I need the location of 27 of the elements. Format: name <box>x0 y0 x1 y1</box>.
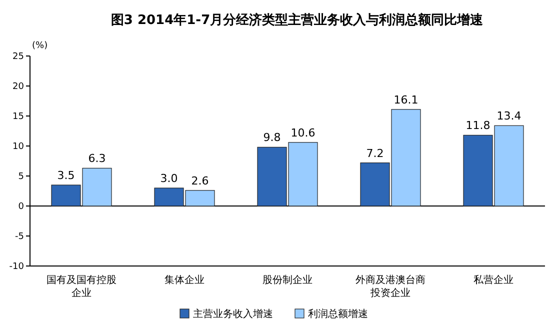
y-tick-label: 25 <box>12 52 24 62</box>
data-label: 6.3 <box>88 152 106 166</box>
y-tick-label: 0 <box>18 202 24 212</box>
legend-label: 利润总额增速 <box>308 308 368 320</box>
y-tick-label: 15 <box>12 112 24 122</box>
y-axis-title: (%) <box>32 41 48 51</box>
x-tick-label: 国有及国有控股企业 <box>46 274 116 299</box>
data-label: 10.6 <box>290 126 316 140</box>
data-label: 3.5 <box>57 169 75 182</box>
x-tick-label: 私营企业 <box>474 274 514 286</box>
data-label: 11.8 <box>466 119 490 132</box>
data-label: 9.8 <box>263 131 281 144</box>
data-label: 13.4 <box>496 110 522 123</box>
data-label: 2.6 <box>191 174 209 188</box>
y-tick-label: -5 <box>15 232 24 242</box>
y-tick-label: 10 <box>12 142 24 152</box>
x-tick-label: 股份制企业 <box>262 274 312 286</box>
x-tick-label: 外商及港澳台商投资企业 <box>356 274 426 299</box>
y-tick-label: -10 <box>9 262 24 272</box>
x-tick-label: 集体企业 <box>164 274 204 286</box>
legend-label: 主营业务收入增速 <box>193 308 273 320</box>
data-label: 3.0 <box>160 172 178 185</box>
chart-title: 图3 2014年1-7月分经济类型主营业务收入与利润总额同比增速 <box>110 12 484 28</box>
y-tick-label: 20 <box>12 82 24 92</box>
data-label: 7.2 <box>366 146 384 160</box>
data-label: 16.1 <box>394 93 418 106</box>
y-tick-label: 5 <box>18 172 24 182</box>
